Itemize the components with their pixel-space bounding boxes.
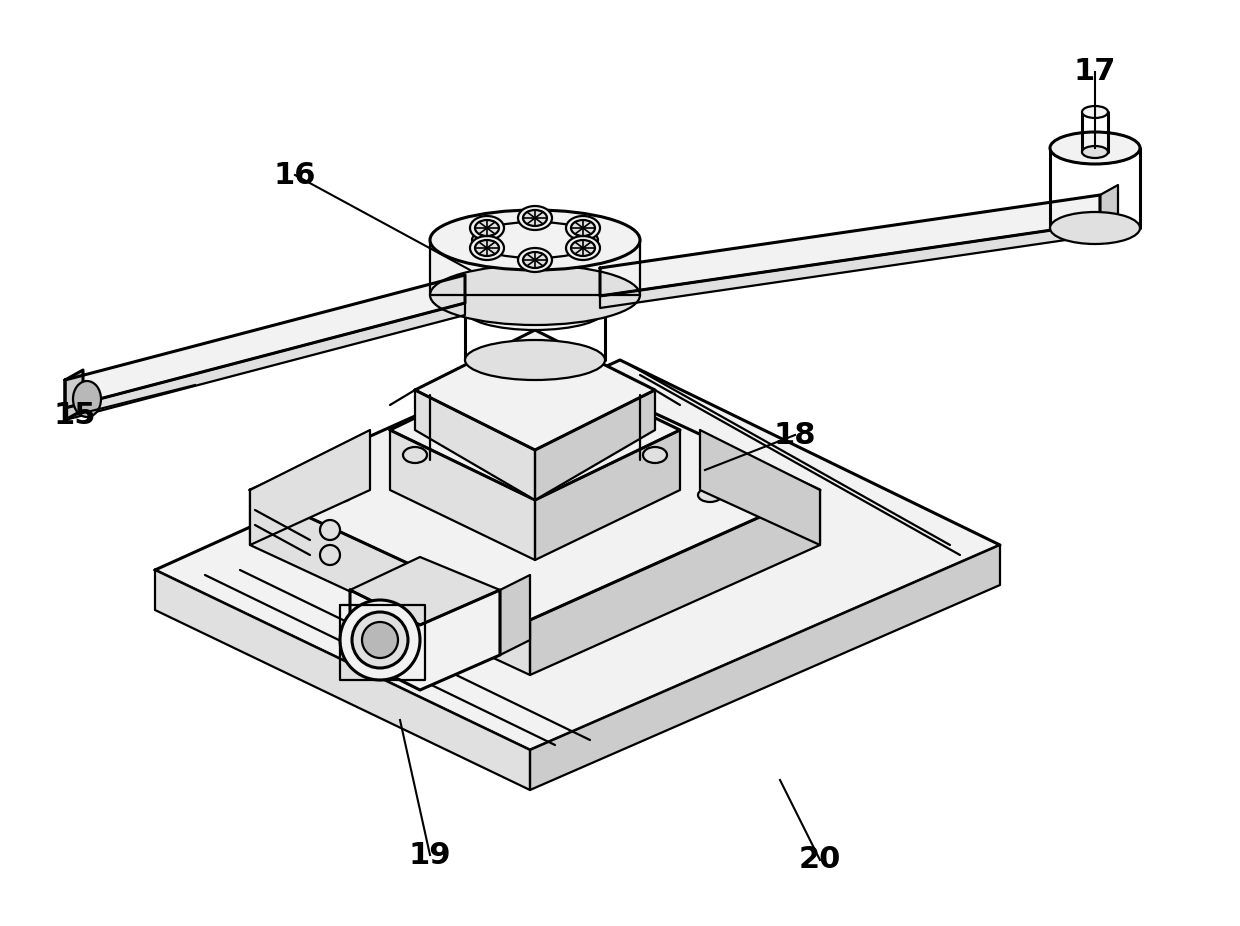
Polygon shape [529, 545, 999, 790]
Ellipse shape [1083, 146, 1109, 158]
Ellipse shape [329, 488, 352, 502]
Ellipse shape [73, 381, 100, 417]
Ellipse shape [570, 240, 595, 256]
Ellipse shape [340, 600, 420, 680]
Polygon shape [250, 360, 820, 620]
Ellipse shape [475, 220, 498, 236]
Polygon shape [500, 575, 529, 655]
Text: 19: 19 [409, 841, 451, 870]
Polygon shape [64, 275, 465, 408]
Ellipse shape [403, 447, 427, 463]
Polygon shape [600, 223, 1100, 308]
Text: 15: 15 [53, 401, 97, 430]
Polygon shape [391, 360, 680, 500]
Ellipse shape [362, 622, 398, 658]
Ellipse shape [475, 240, 498, 256]
Ellipse shape [523, 210, 547, 226]
Ellipse shape [518, 248, 552, 272]
Polygon shape [534, 430, 680, 560]
Polygon shape [391, 430, 534, 560]
Ellipse shape [470, 216, 503, 240]
Ellipse shape [465, 290, 605, 330]
Ellipse shape [644, 447, 667, 463]
Polygon shape [250, 430, 370, 545]
Polygon shape [350, 590, 500, 690]
Ellipse shape [1083, 106, 1109, 118]
Polygon shape [529, 490, 820, 675]
Ellipse shape [320, 520, 340, 540]
Polygon shape [155, 360, 999, 750]
Polygon shape [415, 330, 655, 450]
Ellipse shape [523, 252, 547, 268]
Ellipse shape [523, 428, 547, 442]
Text: 20: 20 [799, 845, 841, 874]
Ellipse shape [465, 340, 605, 380]
Text: 16: 16 [274, 160, 316, 190]
Ellipse shape [430, 210, 640, 270]
Polygon shape [1100, 185, 1118, 235]
Polygon shape [250, 490, 529, 675]
Polygon shape [534, 390, 655, 500]
Polygon shape [64, 303, 465, 420]
Text: 18: 18 [774, 420, 816, 449]
Polygon shape [415, 390, 534, 500]
Ellipse shape [430, 265, 640, 325]
Ellipse shape [565, 236, 600, 260]
Polygon shape [430, 240, 640, 295]
Polygon shape [350, 557, 500, 625]
Ellipse shape [320, 545, 340, 565]
Ellipse shape [1050, 212, 1140, 244]
Ellipse shape [1050, 132, 1140, 164]
Polygon shape [600, 195, 1100, 296]
Ellipse shape [570, 220, 595, 236]
Ellipse shape [518, 206, 552, 230]
Polygon shape [155, 570, 529, 790]
Ellipse shape [470, 236, 503, 260]
Polygon shape [64, 370, 83, 420]
Ellipse shape [698, 488, 722, 502]
Ellipse shape [352, 612, 408, 668]
Ellipse shape [565, 216, 600, 240]
Text: 17: 17 [1074, 57, 1116, 86]
Polygon shape [701, 430, 820, 545]
